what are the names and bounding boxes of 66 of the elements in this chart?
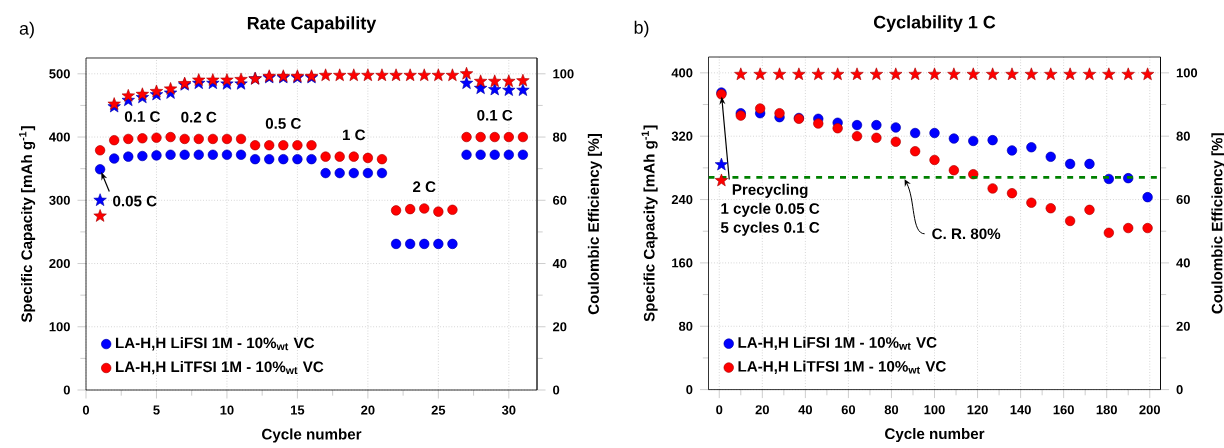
- annotation: 1 C: [342, 129, 366, 141]
- y-tick-label: 0: [63, 385, 70, 395]
- y-tick-label: 300: [49, 195, 70, 205]
- annotation: 0.5 C: [265, 118, 301, 129]
- x-tick-label: 40: [798, 405, 813, 415]
- y2-tick-label: 100: [1176, 68, 1198, 78]
- chart-title: Cyclability 1 C: [873, 15, 996, 32]
- x-tick-label: 140: [1010, 405, 1031, 415]
- y-tick-label: 500: [49, 69, 70, 79]
- text: b): [634, 20, 649, 38]
- y-tick-label: 80: [678, 321, 693, 331]
- y2-tick-label: 60: [553, 195, 567, 205]
- x-tick-label: 100: [924, 405, 945, 415]
- x-tick-label: 160: [1053, 405, 1074, 415]
- legend-label: LA-H,H LiTFSI 1M - 10%$_{wt}$ VC: [115, 361, 324, 375]
- x-tick-label: 0: [82, 405, 90, 415]
- x-tick-label: 25: [431, 405, 446, 415]
- y-tick-label: 0: [686, 385, 693, 395]
- y-tick-label: 320: [671, 131, 693, 141]
- y2-axis-title: Coulombic Efficiency [%]: [587, 133, 602, 315]
- text: a): [19, 21, 34, 39]
- y-tick-label: 100: [49, 322, 70, 332]
- x-tick-label: 60: [841, 405, 856, 415]
- legend-label: LA-H,H LiTFSI 1M - 10%$_{wt}$ VC: [738, 360, 946, 374]
- y2-tick-label: 0: [553, 385, 560, 395]
- x-tick-label: 20: [755, 405, 769, 415]
- y2-tick-label: 40: [552, 258, 567, 269]
- y-tick-label: 160: [672, 258, 693, 268]
- x-tick-label: 200: [1139, 405, 1160, 415]
- y-tick-label: 200: [49, 258, 70, 269]
- y-tick-label: 400: [671, 68, 693, 78]
- y-tick-label: 240: [671, 194, 693, 205]
- x-axis-title: Cycle number: [262, 428, 362, 443]
- x-tick-label: 120: [967, 405, 988, 415]
- annotation: Precycling: [732, 183, 808, 199]
- legend-label: LA-H,H LiFSI 1M - 10%$_{wt}$ VC: [738, 336, 937, 350]
- y-tick-label: 400: [49, 132, 70, 142]
- y2-tick-label: 20: [1176, 321, 1190, 331]
- annotation: 0.05 C: [113, 195, 157, 207]
- y2-tick-label: 20: [552, 322, 567, 332]
- y2-tick-label: 80: [1176, 131, 1190, 141]
- chart-title: Rate Capability: [247, 16, 377, 33]
- y2-tick-label: 100: [553, 69, 574, 79]
- x-tick-label: 20: [361, 405, 375, 415]
- y2-tick-label: 0: [1176, 385, 1183, 395]
- x-tick-label: 80: [884, 405, 899, 415]
- x-axis-title: Cycle number: [885, 428, 985, 443]
- legend-label: LA-H,H LiFSI 1M - 10%$_{wt}$ VC: [115, 337, 315, 351]
- x-tick-label: 15: [291, 405, 305, 415]
- y2-tick-label: 40: [1176, 258, 1190, 268]
- y-axis-title: Specific Capacity [mAh g$^{-1}$]: [19, 126, 36, 323]
- annotation: 0.1 C: [477, 109, 513, 121]
- annotation: 0.2 C: [181, 111, 217, 123]
- annotation: 0.1 C: [124, 111, 161, 122]
- x-tick-label: 5: [153, 405, 160, 415]
- annotation: 5 cycles 0.1 C: [720, 221, 820, 236]
- y2-tick-label: 80: [552, 132, 567, 142]
- ref-line-label: C. R. 80%: [932, 228, 1001, 240]
- annotation: 2 C: [413, 181, 436, 193]
- x-tick-label: 30: [501, 405, 516, 415]
- y2-tick-label: 60: [1176, 194, 1190, 205]
- x-tick-label: 10: [220, 405, 234, 415]
- x-tick-label: 0: [716, 405, 723, 415]
- x-tick-label: 180: [1096, 405, 1117, 415]
- y-axis-title: Specific Capacity [mAh g$^{-1}$]: [641, 125, 658, 322]
- annotation: 1 cycle 0.05 C: [721, 202, 820, 217]
